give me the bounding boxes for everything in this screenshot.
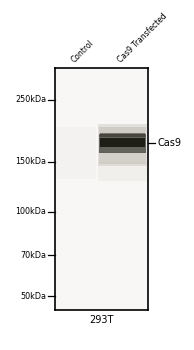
- Bar: [99, 127, 146, 136]
- Text: Cas9: Cas9: [157, 138, 181, 148]
- Text: 250kDa: 250kDa: [15, 95, 46, 104]
- Text: 100kDa: 100kDa: [15, 207, 46, 216]
- Bar: [56, 127, 96, 180]
- Bar: [98, 124, 147, 166]
- Text: 50kDa: 50kDa: [20, 292, 46, 301]
- Bar: [100, 138, 145, 147]
- Bar: [99, 134, 146, 153]
- Text: 293T: 293T: [89, 315, 114, 325]
- Bar: [55, 68, 148, 310]
- Text: Cas9 Transfected: Cas9 Transfected: [116, 11, 169, 64]
- Bar: [100, 133, 145, 137]
- Bar: [99, 152, 146, 163]
- Text: 70kDa: 70kDa: [20, 251, 46, 260]
- Bar: [98, 162, 147, 181]
- Text: Control: Control: [70, 38, 96, 64]
- Text: 150kDa: 150kDa: [15, 158, 46, 167]
